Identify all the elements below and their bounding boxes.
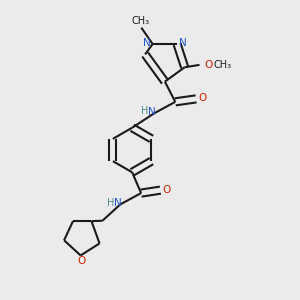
Text: O: O: [162, 185, 170, 195]
Text: O: O: [78, 256, 86, 266]
Text: O: O: [198, 93, 206, 103]
Text: H: H: [107, 198, 115, 208]
Text: N: N: [148, 107, 156, 117]
Text: H: H: [141, 106, 148, 116]
Text: CH₃: CH₃: [132, 16, 150, 26]
Text: N: N: [114, 198, 122, 208]
Text: N: N: [143, 38, 151, 47]
Text: CH₃: CH₃: [214, 60, 232, 70]
Text: N: N: [178, 38, 186, 47]
Text: O: O: [205, 60, 213, 70]
